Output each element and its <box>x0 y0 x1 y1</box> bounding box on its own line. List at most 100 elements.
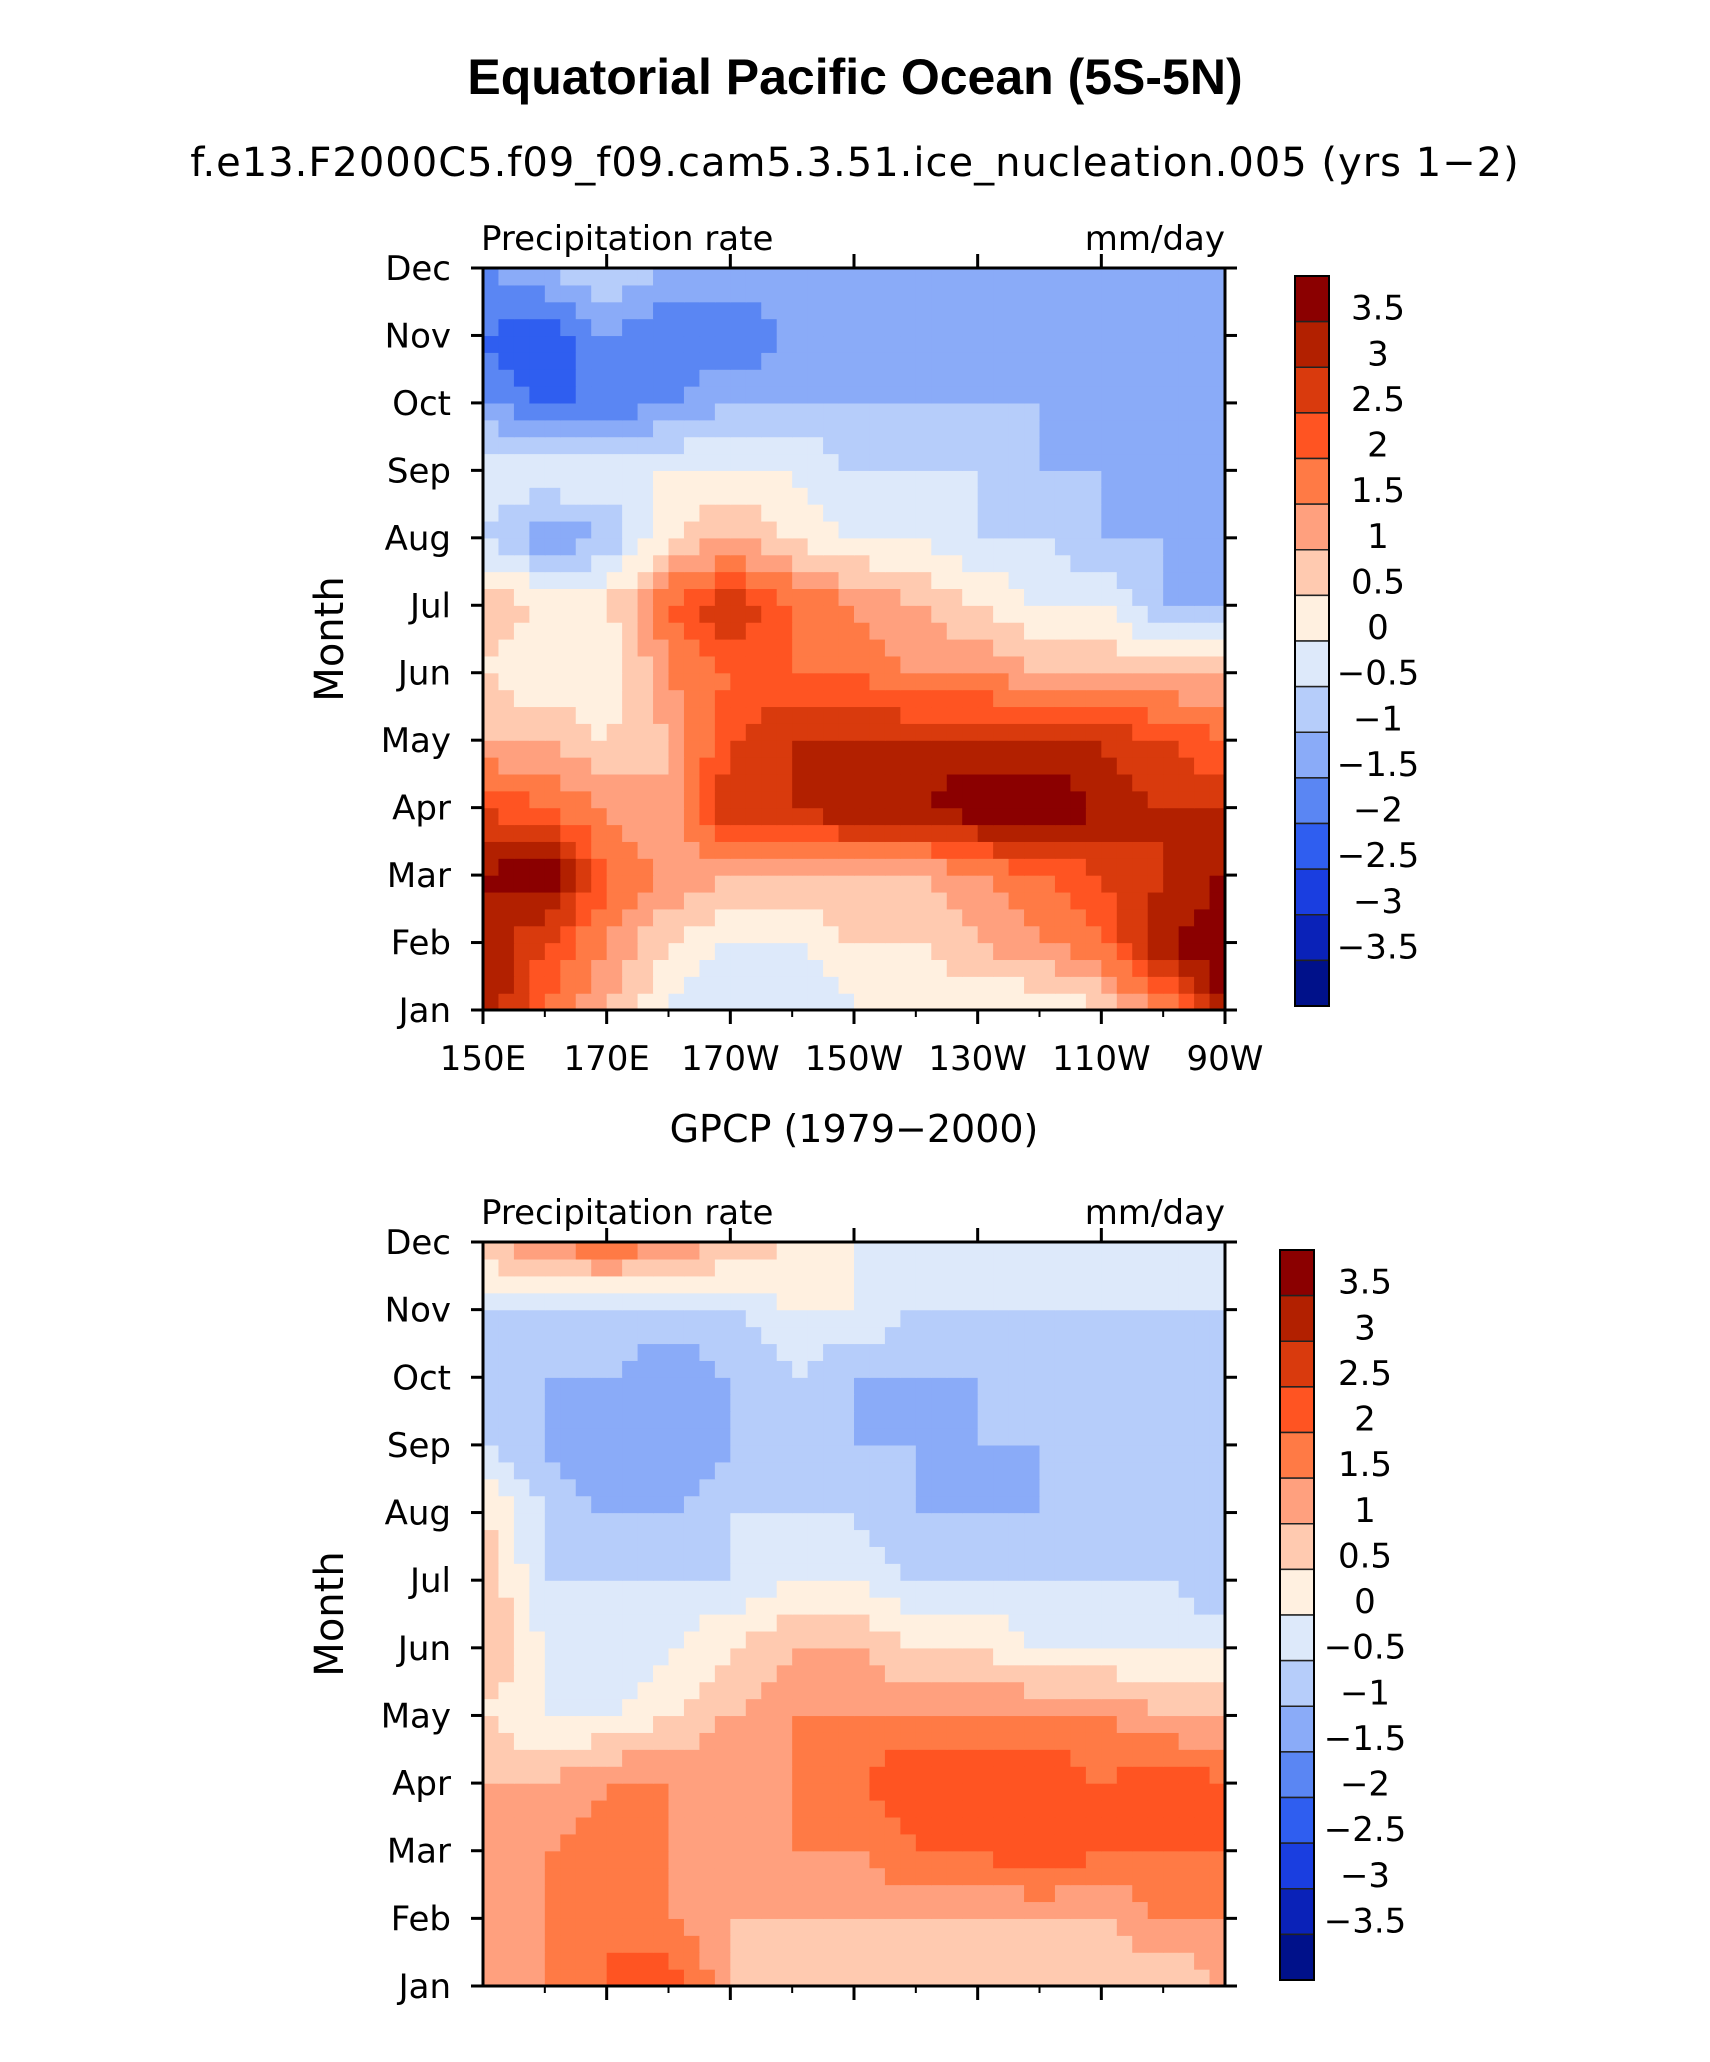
heatmap-cell <box>544 504 561 522</box>
heatmap-cell <box>1194 824 1211 842</box>
heatmap-cell <box>699 1749 716 1767</box>
heatmap-cell <box>1085 1732 1102 1750</box>
heatmap-cell <box>591 453 608 471</box>
heatmap-cell <box>1024 1563 1041 1581</box>
heatmap-cell <box>745 655 762 674</box>
heatmap-cell <box>962 1766 979 1784</box>
heatmap-cell <box>529 925 546 944</box>
heatmap-cell <box>683 1664 701 1683</box>
heatmap-cell <box>622 942 639 961</box>
heatmap-cell <box>745 419 762 438</box>
heatmap-cell <box>513 1630 530 1649</box>
heatmap-cell <box>560 757 577 775</box>
heatmap-cell <box>591 1647 608 1666</box>
heatmap-cell <box>1039 655 1056 674</box>
heatmap-cell <box>653 436 670 455</box>
heatmap-cell <box>1101 504 1118 522</box>
heatmap-cell <box>931 1749 948 1767</box>
heatmap-cell <box>1147 301 1164 320</box>
x-tick-label: 110W <box>1052 1039 1151 1079</box>
heatmap-cell <box>1132 655 1149 674</box>
heatmap-cell <box>699 1478 716 1497</box>
heatmap-cell <box>653 1529 670 1547</box>
heatmap-cell <box>946 284 963 303</box>
heatmap-cell <box>668 1766 685 1784</box>
heatmap-cell <box>483 740 500 758</box>
heatmap-cell <box>606 1292 623 1311</box>
heatmap-cell <box>1163 1546 1180 1564</box>
heatmap-cell <box>761 1935 778 1953</box>
heatmap-cell <box>1132 369 1149 387</box>
heatmap-cell <box>792 369 809 387</box>
colorbar-box <box>1294 457 1330 505</box>
heatmap-cell <box>1209 1647 1226 1666</box>
heatmap-cell <box>730 1529 747 1547</box>
heatmap-cell <box>683 1749 701 1767</box>
heatmap-cell <box>776 1309 793 1328</box>
heatmap-cell <box>529 639 546 657</box>
heatmap-cell <box>962 1935 979 1953</box>
heatmap-cell <box>993 891 1010 910</box>
heatmap-cell <box>1116 1935 1133 1953</box>
heatmap-cell <box>1209 1461 1226 1480</box>
heatmap-cell <box>668 1326 685 1345</box>
heatmap-cell <box>483 1749 500 1767</box>
heatmap-cell <box>591 1935 608 1953</box>
heatmap-cell <box>823 1292 840 1311</box>
heatmap-cell <box>730 1309 747 1328</box>
heatmap-cell <box>1024 740 1041 758</box>
heatmap-cell <box>575 1952 592 1970</box>
heatmap-cell <box>730 1715 747 1733</box>
heatmap-cell <box>776 1597 793 1615</box>
heatmap-cell <box>1163 908 1180 927</box>
heatmap-cell <box>668 773 685 792</box>
heatmap-cell <box>1116 1512 1133 1531</box>
heatmap-cell <box>575 301 592 320</box>
heatmap-cell <box>1070 655 1087 674</box>
heatmap-cell <box>915 942 932 961</box>
heatmap-cell <box>1039 891 1056 910</box>
heatmap-cell <box>1039 757 1056 775</box>
heatmap-cell <box>962 1783 979 1801</box>
heatmap-cell <box>622 959 639 977</box>
heatmap-cell <box>792 689 809 708</box>
heatmap-cell <box>1085 1749 1102 1767</box>
heatmap-cell <box>498 470 515 488</box>
heatmap-cell <box>1039 588 1056 606</box>
heatmap-cell <box>884 1326 901 1345</box>
heatmap-cell <box>823 301 840 320</box>
heatmap-cell <box>560 1901 577 1919</box>
heatmap-cell <box>544 520 561 539</box>
heatmap-cell <box>838 369 855 387</box>
heatmap-cell <box>714 318 731 337</box>
heatmap-cell <box>962 1546 979 1564</box>
heatmap-cell <box>498 386 515 404</box>
heatmap-cell <box>761 318 778 337</box>
heatmap-cell <box>1101 1360 1118 1378</box>
heatmap-cell <box>1194 959 1211 977</box>
heatmap-cell <box>807 824 824 842</box>
heatmap-cell <box>884 1360 901 1378</box>
heatmap-cell <box>993 352 1010 370</box>
heatmap-cell <box>699 1867 716 1886</box>
heatmap-cell <box>591 672 608 691</box>
heatmap-cell <box>513 1309 530 1328</box>
heatmap-cell <box>1209 1766 1226 1784</box>
heatmap-cell <box>498 268 515 286</box>
heatmap-cell <box>823 1952 840 1970</box>
heatmap-cell <box>977 537 994 556</box>
heatmap-cell <box>1178 841 1195 859</box>
heatmap-cell <box>1163 1529 1180 1547</box>
heatmap-cell <box>946 790 963 809</box>
heatmap-cell <box>854 841 871 859</box>
heatmap-cell <box>776 520 793 539</box>
heatmap-cell <box>1024 1614 1041 1632</box>
heatmap-cell <box>591 1952 608 1970</box>
heatmap-cell <box>962 588 979 606</box>
heatmap-cell <box>761 959 778 977</box>
heatmap-cell <box>1194 639 1211 657</box>
heatmap-cell <box>1101 757 1118 775</box>
heatmap-cell <box>792 1614 809 1632</box>
heatmap-cell <box>560 605 577 623</box>
heatmap-cell <box>1054 1630 1072 1649</box>
